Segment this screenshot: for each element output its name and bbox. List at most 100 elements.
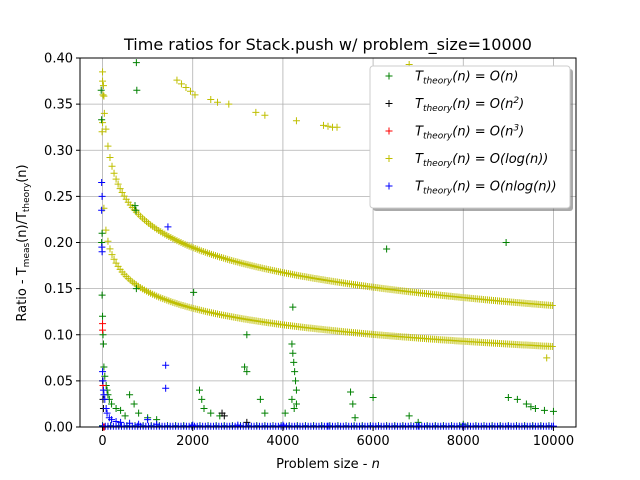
data-point xyxy=(98,116,106,124)
x-axis-ticks: 0 2000 4000 6000 8000 10000 xyxy=(98,427,574,449)
data-point xyxy=(132,59,140,67)
series-3-points xyxy=(543,354,551,362)
data-point xyxy=(349,400,357,408)
log-series-point xyxy=(110,169,118,177)
data-point xyxy=(126,391,134,399)
log-series-point xyxy=(106,154,114,162)
log-series-point xyxy=(104,142,112,150)
legend-item-4: Ttheory(n) = O(nlog(n)) xyxy=(385,180,557,197)
data-point xyxy=(502,239,510,246)
x-tick-label: 4000 xyxy=(266,434,299,449)
log-series-point xyxy=(191,91,199,99)
data-point xyxy=(243,331,251,339)
log-series-point xyxy=(116,185,124,193)
data-point xyxy=(548,422,556,430)
data-point xyxy=(290,358,298,366)
log-series-point xyxy=(173,76,181,84)
data-point xyxy=(121,412,129,420)
data-point xyxy=(108,400,116,408)
log-series-point xyxy=(324,122,332,130)
log-series-point xyxy=(108,162,116,170)
y-axis-label: Ratio - Tmeas(n)/Ttheory(n) xyxy=(15,164,32,321)
x-tick-label: 8000 xyxy=(447,434,480,449)
data-point xyxy=(162,361,170,369)
log-series-point xyxy=(252,108,260,116)
data-point xyxy=(243,418,251,426)
data-point xyxy=(261,409,269,417)
data-point xyxy=(289,303,297,311)
data-point xyxy=(347,388,355,396)
data-point xyxy=(290,405,298,413)
data-point xyxy=(132,285,140,293)
data-point xyxy=(131,202,139,210)
legend-marker xyxy=(385,155,393,162)
data-point xyxy=(117,406,125,414)
data-point xyxy=(97,86,105,94)
legend-marker xyxy=(385,182,393,190)
data-point xyxy=(164,223,172,231)
log-series-point xyxy=(106,245,114,253)
log-series-point xyxy=(99,91,107,99)
legend-label: Ttheory(n) = O(n2) xyxy=(415,96,524,114)
data-point xyxy=(101,395,109,403)
log-series-point xyxy=(292,117,300,125)
series-4-points xyxy=(98,179,557,430)
log-series-point xyxy=(100,109,108,117)
data-point xyxy=(241,363,249,371)
data-point xyxy=(292,377,300,385)
y-tick-label: 0.00 xyxy=(44,421,73,436)
log-series-point xyxy=(110,255,118,263)
log-series-point xyxy=(548,302,556,310)
legend-box xyxy=(369,65,571,209)
log-series-point xyxy=(548,342,556,350)
log-series-point xyxy=(99,77,107,85)
log-series-point xyxy=(99,82,107,90)
data-point xyxy=(288,395,296,403)
data-point xyxy=(135,409,143,417)
data-point xyxy=(220,412,228,420)
data-point xyxy=(288,340,296,348)
data-point xyxy=(99,312,107,320)
data-point xyxy=(99,377,107,385)
data-point xyxy=(383,245,391,253)
data-point xyxy=(513,395,521,403)
data-point xyxy=(98,206,106,214)
data-point xyxy=(99,320,107,328)
x-tick-label: 2000 xyxy=(176,434,209,449)
log-series-point xyxy=(99,68,107,76)
data-point xyxy=(162,384,170,392)
legend-label: Ttheory(n) = O(nlog(n)) xyxy=(415,180,557,197)
data-point xyxy=(531,405,539,413)
log-series-point xyxy=(104,237,112,245)
log-series-point xyxy=(207,96,215,104)
data-point xyxy=(133,86,141,94)
data-point xyxy=(256,395,264,403)
log-series-point xyxy=(177,80,185,88)
log-series-point xyxy=(333,123,341,131)
legend: Ttheory(n) = O(n) Ttheory(n) = O(n2) Ttheo… xyxy=(369,65,573,211)
data-point xyxy=(98,248,106,256)
data-point xyxy=(102,405,110,413)
legend-label: Ttheory(n) = O(n3) xyxy=(415,124,524,142)
data-point xyxy=(98,192,106,200)
data-point xyxy=(243,368,251,376)
x-tick-label: 10000 xyxy=(533,434,574,449)
data-point xyxy=(504,393,512,401)
data-point xyxy=(527,403,535,411)
log-series-point xyxy=(102,226,110,234)
data-point xyxy=(103,409,111,417)
log-series-point xyxy=(100,92,108,100)
y-tick-label: 0.15 xyxy=(44,282,73,297)
y-tick-label: 0.35 xyxy=(44,98,73,113)
log-series-point xyxy=(319,121,327,129)
y-tick-label: 0.10 xyxy=(44,328,73,343)
data-point xyxy=(99,326,107,334)
data-point xyxy=(549,407,557,415)
data-point xyxy=(98,179,106,187)
x-axis-label: Problem size - n xyxy=(276,457,380,472)
log-series-point xyxy=(112,175,120,183)
legend-marker xyxy=(385,72,393,80)
y-tick-label: 0.05 xyxy=(44,374,73,389)
legend-label: Ttheory(n) = O(n) xyxy=(415,70,518,87)
